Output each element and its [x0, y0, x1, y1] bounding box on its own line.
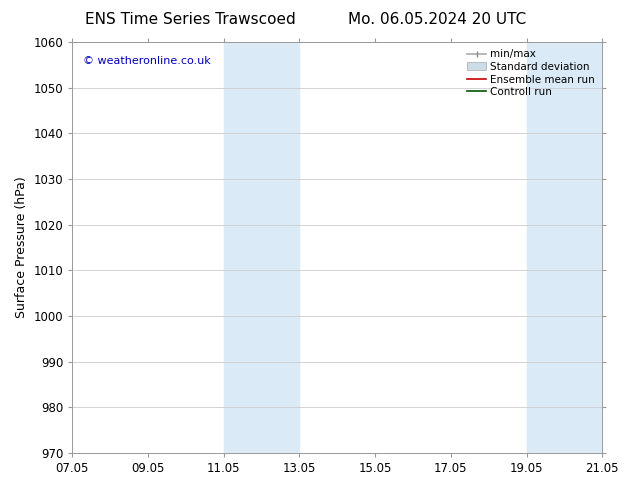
Bar: [527, 42, 602, 453]
Text: © weatheronline.co.uk: © weatheronline.co.uk: [83, 56, 210, 67]
Text: ENS Time Series Trawscoed: ENS Time Series Trawscoed: [85, 12, 295, 27]
Legend: min/max, Standard deviation, Ensemble mean run, Controll run: min/max, Standard deviation, Ensemble me…: [465, 47, 597, 99]
Y-axis label: Surface Pressure (hPa): Surface Pressure (hPa): [15, 176, 28, 318]
Text: Mo. 06.05.2024 20 UTC: Mo. 06.05.2024 20 UTC: [348, 12, 527, 27]
Bar: [224, 42, 299, 453]
